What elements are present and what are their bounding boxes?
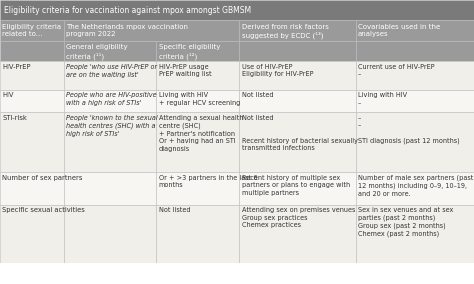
Bar [64,90,156,112]
Text: Or + >3 partners in the last 6
months: Or + >3 partners in the last 6 months [159,175,257,188]
Bar [156,112,239,172]
Text: General eligibility
criteria (¹¹): General eligibility criteria (¹¹) [66,44,128,60]
Bar [156,172,239,205]
Bar [356,20,474,41]
Bar [156,205,239,263]
Text: People 'who use HIV-PrEP or
are on the waiting list': People 'who use HIV-PrEP or are on the w… [66,64,157,78]
Bar [356,61,474,90]
Bar [64,205,156,263]
Bar [64,172,156,205]
Bar [156,61,239,90]
Text: Not listed


Recent history of bacterial sexually
transmitted infections: Not listed Recent history of bacterial s… [242,115,358,151]
Text: HIV: HIV [2,92,14,98]
Bar [0,112,64,172]
Text: Attending a sexual health
centre (SHC)
+ Partner's notification
Or + having had : Attending a sexual health centre (SHC) +… [159,115,243,152]
Bar [0,61,64,90]
Text: Specific sexual activities: Specific sexual activities [2,207,85,213]
Bar [0,263,474,284]
Bar [356,112,474,172]
Text: The Netherlands mpox vaccination
program 2022: The Netherlands mpox vaccination program… [66,24,188,37]
Bar [0,0,474,20]
Text: Sex in sex venues and at sex
parties (past 2 months)
Group sex (past 2 months)
C: Sex in sex venues and at sex parties (pa… [358,207,453,237]
Bar [356,90,474,112]
Text: Number of sex partners: Number of sex partners [2,175,83,181]
Text: Recent history of multiple sex
partners or plans to engage with
multiple partner: Recent history of multiple sex partners … [242,175,350,196]
Text: Not listed: Not listed [242,92,273,98]
Bar [356,41,474,61]
Bar [64,61,156,90]
Bar [156,90,239,112]
Text: Use of HIV-PrEP
Eligibility for HIV-PrEP: Use of HIV-PrEP Eligibility for HIV-PrEP [242,64,313,78]
Text: Attending sex on premises venues
Group sex practices
Chemex practices: Attending sex on premises venues Group s… [242,207,355,228]
Bar [356,172,474,205]
Text: –
–

STI diagnosis (past 12 months): – – STI diagnosis (past 12 months) [358,115,459,144]
Bar [0,41,64,61]
Text: Derived from risk factors
suggested by ECDC (¹³): Derived from risk factors suggested by E… [242,24,328,39]
Text: Number of male sex partners (past
12 months) including 0–9, 10–19,
and 20 or mor: Number of male sex partners (past 12 mon… [358,175,473,197]
Bar [239,41,356,61]
Text: HIV-PrEP usage
PrEP waiting list: HIV-PrEP usage PrEP waiting list [159,64,211,78]
Bar [64,112,156,172]
Text: Covariables used in the
analyses: Covariables used in the analyses [358,24,440,37]
Bar [239,90,356,112]
Text: HIV-PrEP: HIV-PrEP [2,64,31,70]
Bar [239,112,356,172]
Bar [239,20,356,41]
Bar [239,61,356,90]
Text: Living with HIV
+ regular HCV screening: Living with HIV + regular HCV screening [159,92,240,106]
Bar [239,172,356,205]
Text: Current use of HIV-PrEP
–: Current use of HIV-PrEP – [358,64,435,78]
Text: STI-risk: STI-risk [2,115,27,121]
Text: People who are HIV-positive
with a high risk of STIs': People who are HIV-positive with a high … [66,92,157,106]
Bar [64,20,239,41]
Text: Eligibility criteria for vaccination against mpox amongst GBMSM: Eligibility criteria for vaccination aga… [4,6,251,15]
Text: Not listed: Not listed [159,207,191,213]
Bar [0,205,64,263]
Bar [0,172,64,205]
Bar [356,205,474,263]
Text: Eligibility criteria
related to...: Eligibility criteria related to... [2,24,62,37]
Bar [64,41,156,61]
Bar [239,205,356,263]
Bar [156,41,239,61]
Text: People 'known to the sexual
health centres (SHC) with a
high risk of STIs': People 'known to the sexual health centr… [66,115,158,137]
Bar [0,20,64,41]
Text: Living with HIV
–: Living with HIV – [358,92,407,106]
Text: Specific eligibility
criteria (¹²): Specific eligibility criteria (¹²) [159,44,220,60]
Bar [0,90,64,112]
